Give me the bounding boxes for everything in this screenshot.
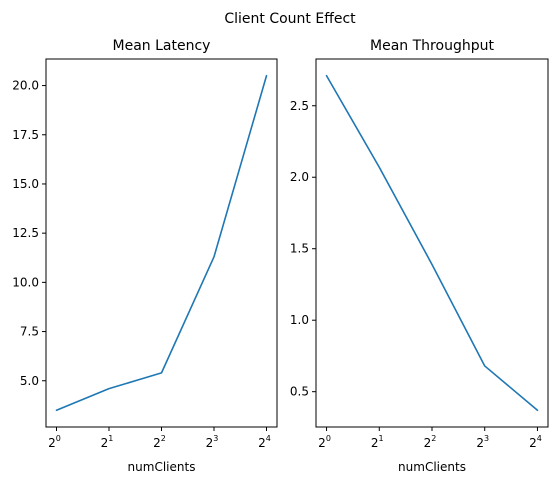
throughput-x-tick-label: 22 bbox=[424, 434, 437, 450]
throughput-chart: Mean Throughput numClients 20 21 22 23 24 0.5 1.… bbox=[290, 38, 549, 474]
latency-y-tick-label: 10.0 bbox=[12, 275, 39, 289]
latency-y-tick-label: 20.0 bbox=[12, 79, 39, 93]
latency-x-tick-label: 23 bbox=[206, 434, 219, 450]
throughput-y-tick-label: 2.5 bbox=[290, 99, 309, 113]
throughput-x-tick-label: 23 bbox=[476, 434, 489, 450]
throughput-axes-frame bbox=[315, 58, 549, 428]
throughput-series-line bbox=[325, 74, 539, 412]
latency-chart-title: Mean Latency bbox=[113, 38, 211, 54]
latency-x-tick-label: 24 bbox=[258, 434, 271, 450]
latency-y-tick-label: 12.5 bbox=[12, 226, 39, 240]
latency-x-tick-label: 20 bbox=[48, 434, 61, 450]
latency-x-tick-label: 21 bbox=[101, 434, 114, 450]
throughput-y-tick-label: 1.5 bbox=[290, 242, 309, 256]
latency-y-tick-label: 5.0 bbox=[20, 374, 39, 388]
throughput-y-tick-label: 2.0 bbox=[290, 170, 309, 184]
throughput-y-tick-label: 1.0 bbox=[290, 313, 309, 327]
latency-x-axis-label: numClients bbox=[128, 460, 196, 474]
throughput-x-tick-label: 21 bbox=[371, 434, 384, 450]
throughput-chart-title: Mean Throughput bbox=[370, 38, 494, 54]
latency-y-tick-label: 17.5 bbox=[12, 128, 39, 142]
throughput-x-tick-label: 24 bbox=[529, 434, 542, 450]
latency-chart: Mean Latency numClients 20 21 22 23 24 5.0 7.5 10… bbox=[12, 38, 278, 474]
latency-y-tick-label: 7.5 bbox=[20, 325, 39, 339]
throughput-x-axis-label: numClients bbox=[398, 460, 466, 474]
latency-series-line bbox=[55, 74, 268, 412]
latency-x-tick-label: 22 bbox=[153, 434, 166, 450]
throughput-y-tick-label: 0.5 bbox=[290, 385, 309, 399]
figure-title: Client Count Effect bbox=[224, 11, 356, 27]
latency-y-tick-label: 15.0 bbox=[12, 177, 39, 191]
throughput-x-tick-label: 20 bbox=[318, 434, 331, 450]
